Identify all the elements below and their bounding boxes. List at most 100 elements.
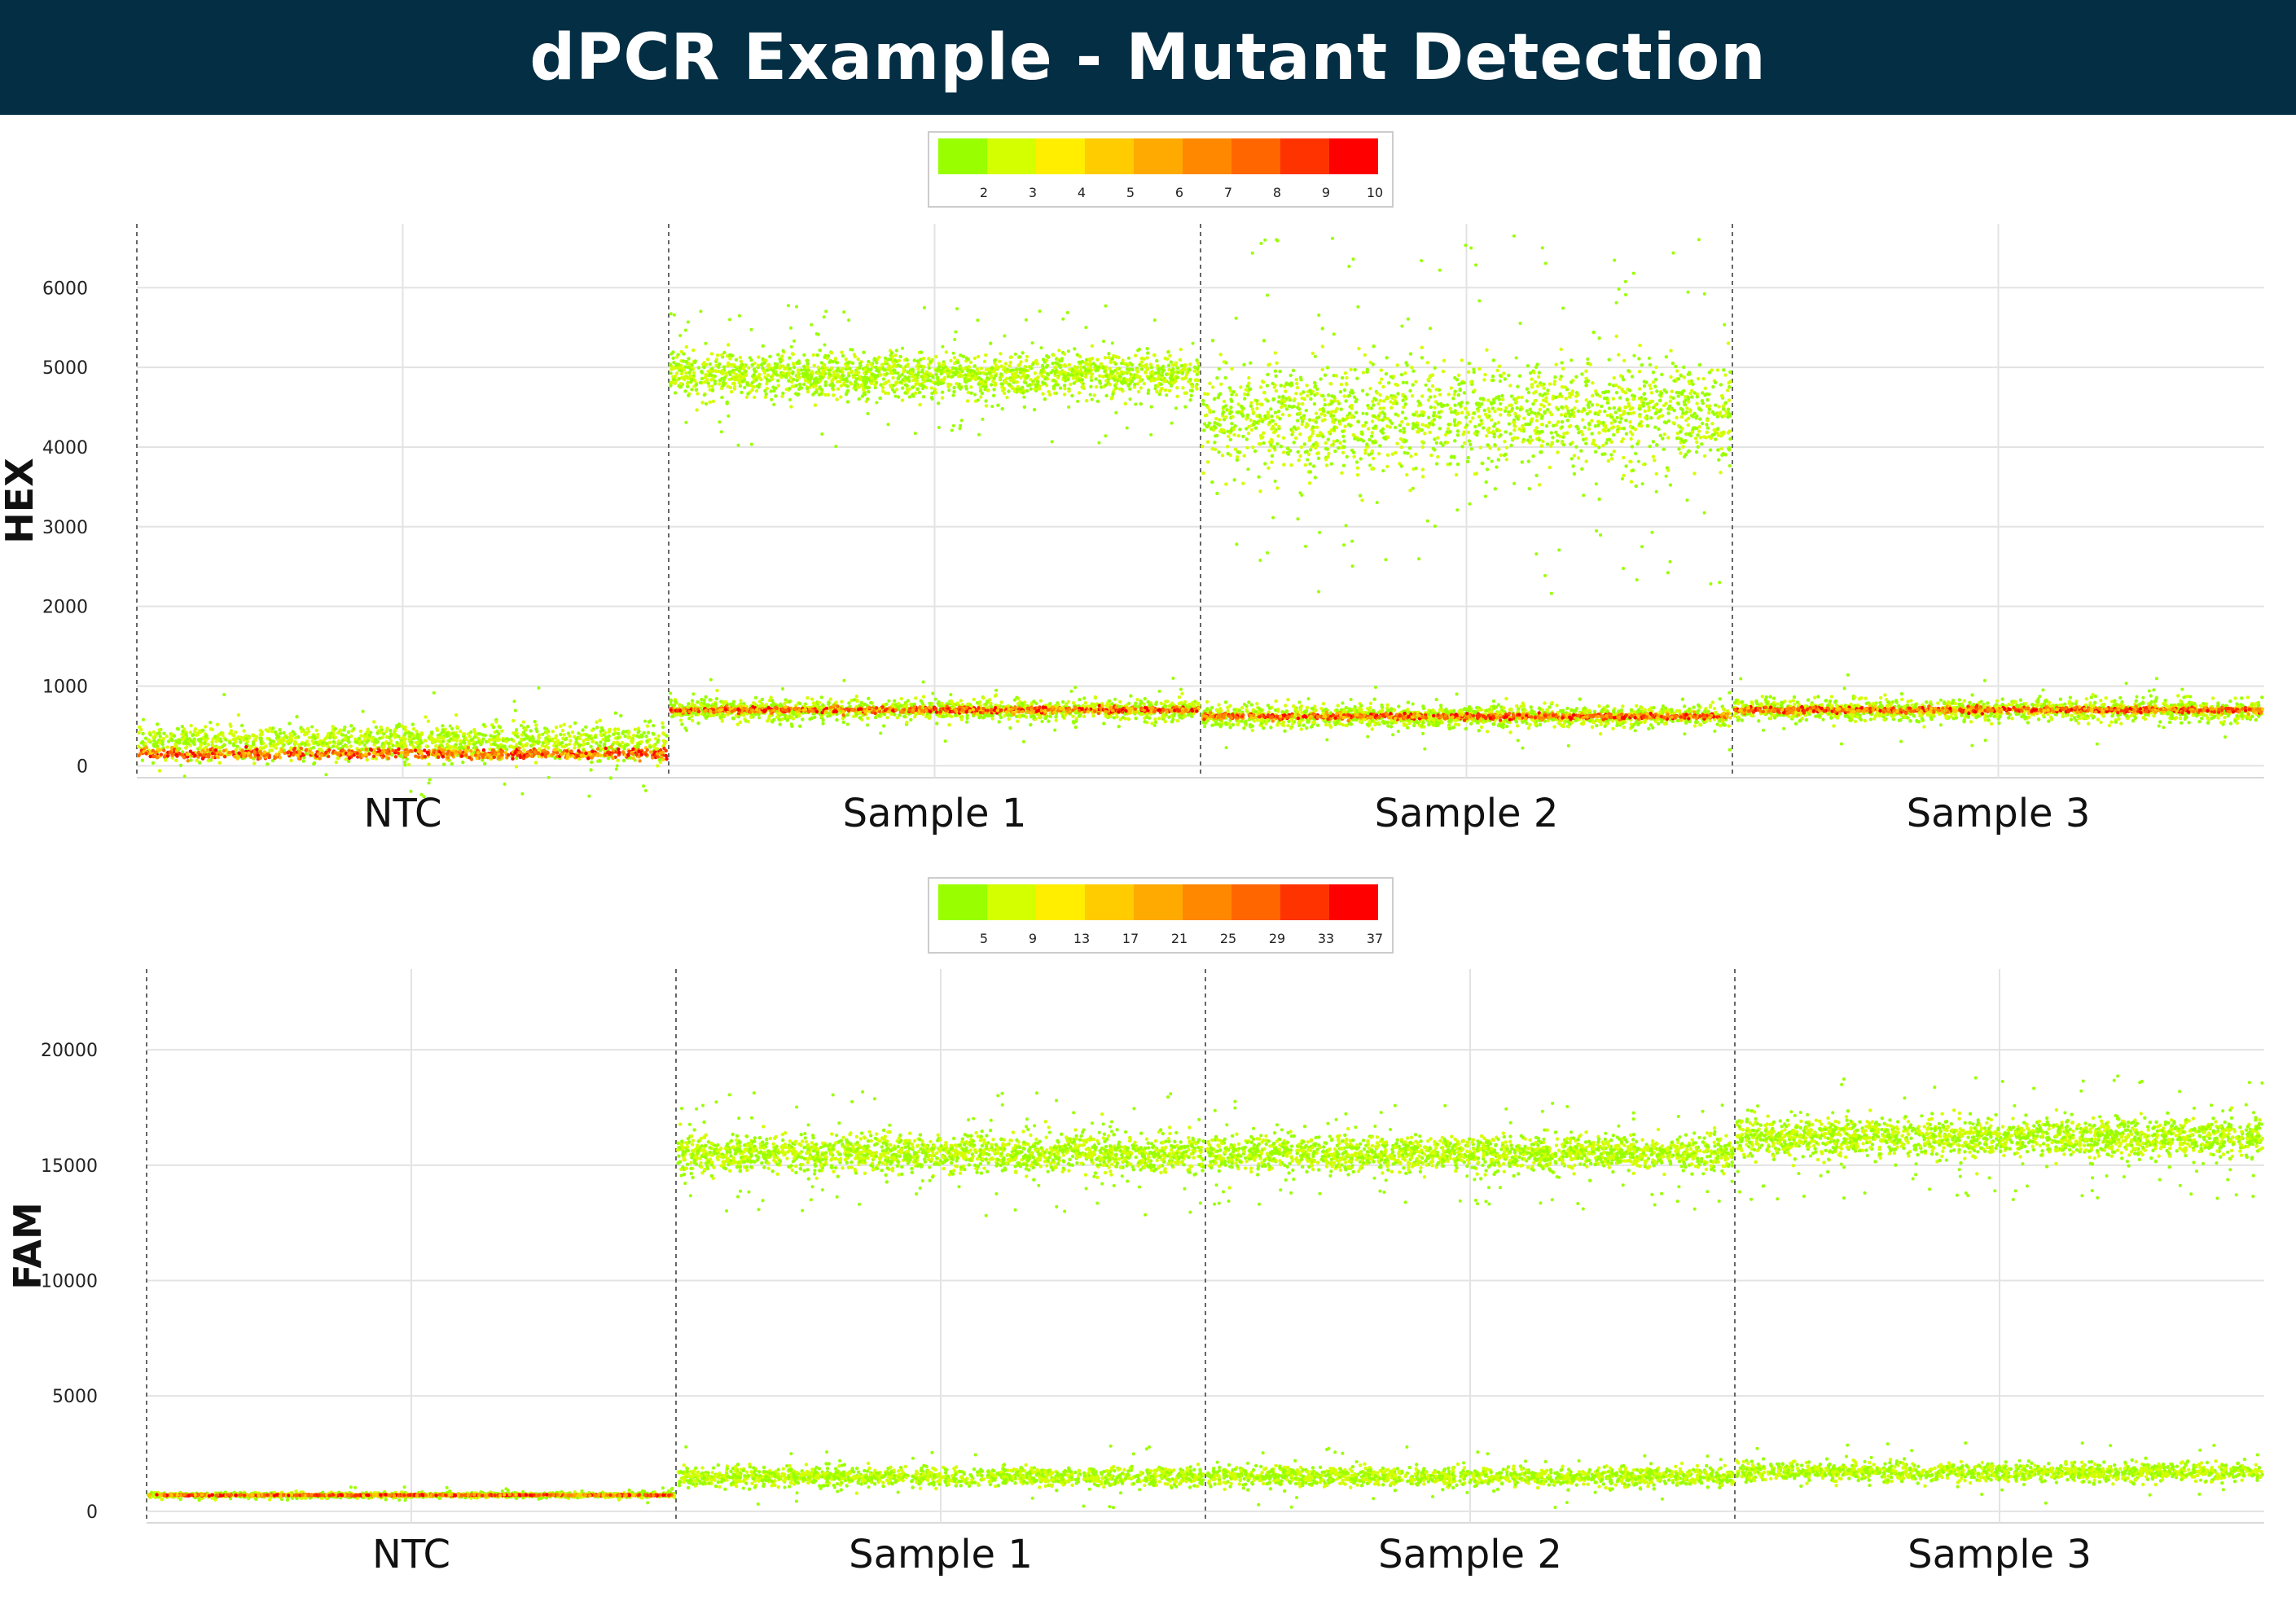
- data-point-dense: [1110, 708, 1115, 713]
- data-point: [445, 730, 450, 735]
- data-point-dense: [393, 755, 398, 759]
- data-point-dense: [754, 708, 759, 712]
- data-point: [1117, 725, 1121, 729]
- data-point-dense: [841, 713, 845, 717]
- data-point-dense: [308, 749, 312, 753]
- data-point: [374, 725, 378, 730]
- data-point: [981, 695, 986, 700]
- data-point-dense: [215, 754, 219, 758]
- data-point: [1082, 696, 1087, 700]
- data-point-dense: [964, 706, 968, 710]
- data-point: [905, 721, 909, 725]
- data-point: [1143, 716, 1147, 720]
- data-point: [979, 366, 984, 371]
- data-point-dense: [575, 754, 579, 758]
- data-point: [771, 701, 775, 705]
- data-point: [195, 731, 200, 735]
- data-point: [902, 714, 907, 718]
- data-point: [1035, 362, 1039, 366]
- data-point-dense: [719, 708, 724, 712]
- data-point-dense: [1184, 708, 1188, 713]
- data-point-dense: [278, 756, 283, 760]
- data-point: [216, 734, 220, 738]
- data-point: [274, 733, 279, 737]
- data-point: [590, 760, 594, 765]
- data-point: [428, 778, 432, 782]
- data-point: [913, 715, 917, 719]
- data-point: [1000, 406, 1004, 411]
- data-point: [559, 732, 563, 737]
- data-point: [1078, 354, 1082, 359]
- data-point: [1175, 386, 1179, 390]
- data-point-dense: [460, 754, 464, 758]
- data-point: [198, 761, 202, 765]
- data-point: [148, 733, 152, 737]
- data-point: [498, 743, 503, 747]
- data-point-dense: [1061, 708, 1066, 712]
- data-point: [553, 736, 558, 740]
- data-point: [271, 743, 276, 747]
- data-point-dense: [1152, 709, 1157, 713]
- data-point: [1146, 391, 1151, 396]
- data-point: [1034, 701, 1038, 705]
- data-point: [424, 715, 428, 719]
- data-point: [746, 392, 750, 396]
- data-point: [488, 747, 492, 752]
- data-point: [389, 728, 393, 733]
- data-point: [347, 759, 351, 764]
- data-point: [566, 731, 571, 735]
- data-point: [185, 737, 189, 742]
- data-point-dense: [413, 748, 418, 752]
- data-point: [187, 742, 191, 746]
- data-point: [959, 717, 964, 722]
- data-point: [157, 728, 161, 732]
- data-point: [554, 744, 559, 748]
- data-point: [441, 724, 445, 728]
- data-point: [801, 717, 805, 722]
- data-point: [139, 727, 143, 732]
- data-point-dense: [603, 753, 607, 757]
- data-point-dense: [1007, 707, 1011, 711]
- data-point: [677, 366, 681, 371]
- data-point: [213, 735, 217, 739]
- data-point: [577, 743, 582, 748]
- data-point: [857, 397, 862, 401]
- data-point: [1058, 365, 1063, 370]
- data-point: [264, 744, 268, 748]
- data-point: [869, 700, 873, 705]
- data-point: [645, 739, 649, 743]
- data-point: [1022, 405, 1027, 409]
- data-point: [640, 735, 644, 739]
- data-point: [1196, 703, 1201, 707]
- data-point: [244, 736, 248, 741]
- data-point: [1067, 362, 1072, 367]
- data-point: [520, 744, 525, 748]
- data-point: [293, 741, 298, 746]
- data-point: [1024, 358, 1029, 362]
- data-point: [476, 736, 481, 741]
- data-point: [395, 740, 399, 745]
- data-point: [374, 757, 378, 761]
- data-point: [181, 730, 185, 734]
- data-point: [810, 697, 814, 701]
- data-point: [1012, 698, 1017, 702]
- data-point-dense: [924, 708, 928, 713]
- data-point: [952, 385, 956, 390]
- data-point-dense: [577, 749, 581, 753]
- data-point: [419, 731, 424, 736]
- data-point: [397, 735, 401, 739]
- data-point: [157, 741, 162, 745]
- data-point-dense: [543, 755, 548, 759]
- data-point-dense: [419, 751, 424, 756]
- data-point-dense: [1165, 710, 1169, 714]
- data-point: [1107, 355, 1111, 360]
- data-point: [1098, 381, 1103, 385]
- data-point: [577, 736, 582, 741]
- data-point-dense: [185, 752, 190, 757]
- data-point: [999, 352, 1003, 356]
- data-point: [792, 712, 796, 717]
- data-point-dense: [496, 752, 501, 756]
- data-point: [694, 383, 699, 387]
- data-point: [687, 393, 691, 397]
- data-point: [393, 735, 397, 739]
